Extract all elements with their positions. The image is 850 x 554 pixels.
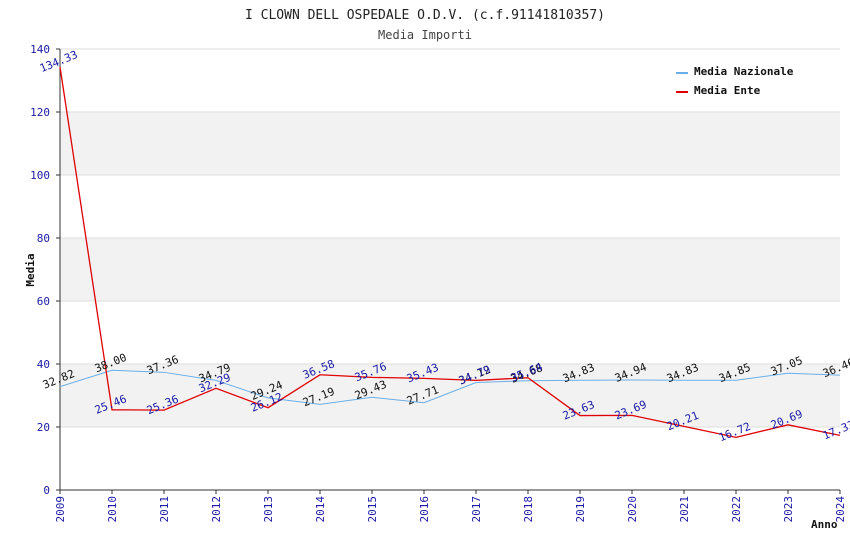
x-tick-label: 2010 xyxy=(106,496,119,523)
series-lines xyxy=(59,66,841,438)
y-tick-label: 40 xyxy=(37,358,50,371)
x-tick-label: 2016 xyxy=(418,496,431,523)
y-tick-label: 100 xyxy=(30,169,50,182)
x-tick-labels: 2009 2010 2011 2012 2013 2014 2015 2016 2017 2018… xyxy=(54,490,847,523)
x-tick-label: 2009 xyxy=(54,496,67,523)
y-tick-label: 140 xyxy=(30,43,50,56)
y-tick-label: 20 xyxy=(37,421,50,434)
x-axis-label: Anno xyxy=(811,518,838,531)
y-tick-label: 60 xyxy=(37,295,50,308)
x-tick-label: 2012 xyxy=(210,496,223,523)
y-tick-labels: 0 20 40 60 80 100 120 140 xyxy=(30,43,60,497)
x-tick-label: 2018 xyxy=(522,496,535,523)
y-tick-label: 0 xyxy=(43,484,50,497)
series-line-media-nazionale xyxy=(59,369,841,405)
x-tick-label: 2022 xyxy=(730,496,743,523)
chart-title: I CLOWN DELL OSPEDALE O.D.V. (c.f.911418… xyxy=(245,8,605,23)
legend-label-ente: Media Ente xyxy=(694,84,761,97)
series-line-media-ente xyxy=(59,66,841,438)
x-tick-label: 2021 xyxy=(678,496,691,523)
chart-subtitle: Media Importi xyxy=(378,28,472,42)
x-tick-label: 2023 xyxy=(782,496,795,523)
grid-band xyxy=(60,112,840,175)
x-tick-label: 2020 xyxy=(626,496,639,523)
grid-band xyxy=(60,364,840,427)
x-tick-label: 2014 xyxy=(314,496,327,523)
axes xyxy=(59,49,840,491)
grid-bands xyxy=(60,112,840,427)
x-tick-label: 2013 xyxy=(262,496,275,523)
y-axis-label: Media xyxy=(24,253,37,286)
y-tick-label: 120 xyxy=(30,106,50,119)
x-tick-label: 2024 xyxy=(834,496,847,523)
x-tick-label: 2017 xyxy=(470,496,483,523)
x-tick-label: 2015 xyxy=(366,496,379,523)
x-tick-label: 2019 xyxy=(574,496,587,523)
x-tick-label: 2011 xyxy=(158,496,171,523)
y-tick-label: 80 xyxy=(37,232,50,245)
legend-label-nazionale: Media Nazionale xyxy=(694,65,794,78)
grid-band xyxy=(60,238,840,301)
legend: Media Nazionale Media Ente xyxy=(676,65,794,97)
